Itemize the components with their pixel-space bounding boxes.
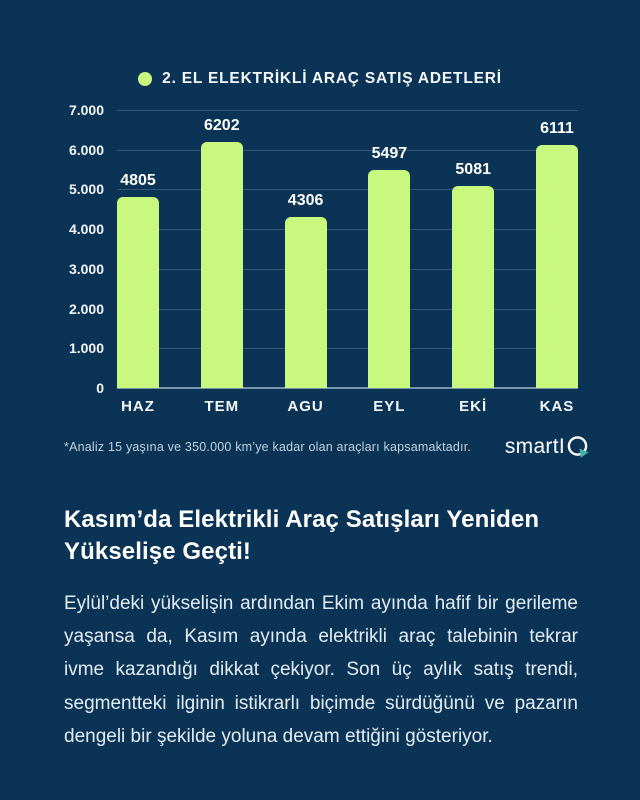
bar-column-eyl: 5497 EYL xyxy=(368,110,411,415)
brand-logo: smartI xyxy=(505,434,590,460)
brand-logo-text: smartI xyxy=(504,435,565,458)
y-tick: 1.000 xyxy=(68,340,104,357)
bar-month-label: TEM xyxy=(204,398,240,415)
article-body: Eylül’deki yükselişin ardından Ekim ayın… xyxy=(64,592,578,747)
bar-column-tem: 6202 TEM xyxy=(200,110,243,415)
bar-column-eki: 5081 EKİ xyxy=(452,110,495,415)
y-tick: 5.000 xyxy=(68,181,104,198)
bar-value-label: 4306 xyxy=(287,192,324,209)
bar-value-label: 6111 xyxy=(540,120,574,138)
bar-column-kas: 6111 KAS xyxy=(535,110,578,415)
plot-area: 4805 HAZ 6202 TEM 4306 AGU 5497 xyxy=(117,110,578,415)
bar xyxy=(535,145,578,388)
article: Kasım’da Elektrikli Araç Satışları Yenid… xyxy=(0,504,640,753)
bar xyxy=(200,141,243,388)
bar-month-label: KAS xyxy=(539,398,575,415)
legend-dot-icon xyxy=(138,72,153,86)
bar xyxy=(368,169,411,388)
y-tick: 6.000 xyxy=(68,141,104,158)
bars: 4805 HAZ 6202 TEM 4306 AGU 5497 xyxy=(117,110,578,415)
y-tick: 4.000 xyxy=(68,221,104,238)
y-axis: 7.000 6.000 5.000 4.000 3.000 2.000 1.00… xyxy=(64,102,104,396)
bar-value-label: 6202 xyxy=(204,116,240,134)
bar xyxy=(452,186,495,388)
y-tick: 7.000 xyxy=(68,102,104,118)
chart-legend: 2. EL ELEKTRİKLİ ARAÇ SATIŞ ADETLERİ xyxy=(0,0,640,88)
bar-month-label: EYL xyxy=(373,398,406,415)
chart-title: 2. EL ELEKTRİKLİ ARAÇ SATIŞ ADETLERİ xyxy=(162,70,502,87)
article-heading: Kasım’da Elektrikli Araç Satışları Yenid… xyxy=(64,506,540,565)
bar-value-label: 4805 xyxy=(120,172,156,190)
chart-footer: *Analiz 15 yaşına ve 350.000 km’ye kadar… xyxy=(0,434,640,460)
bar-value-label: 5497 xyxy=(371,144,408,162)
analysis-footnote: *Analiz 15 yaşına ve 350.000 km’ye kadar… xyxy=(64,440,472,454)
y-tick: 2.000 xyxy=(68,300,104,317)
logo-q-icon xyxy=(567,436,589,458)
bar-month-label: AGU xyxy=(287,398,324,415)
gridlines xyxy=(117,110,578,389)
bar-chart: 7.000 6.000 5.000 4.000 3.000 2.000 1.00… xyxy=(0,88,640,415)
bar-column-agu: 4306 AGU xyxy=(284,110,327,415)
y-tick: 0 xyxy=(96,380,104,396)
bar xyxy=(117,197,159,388)
bar-column-haz: 4805 HAZ xyxy=(117,110,159,415)
y-tick: 3.000 xyxy=(68,260,104,277)
bar-month-label: EKİ xyxy=(459,398,488,415)
bar xyxy=(284,217,327,388)
bar-month-label: HAZ xyxy=(121,398,155,415)
bar-value-label: 5081 xyxy=(455,161,491,179)
